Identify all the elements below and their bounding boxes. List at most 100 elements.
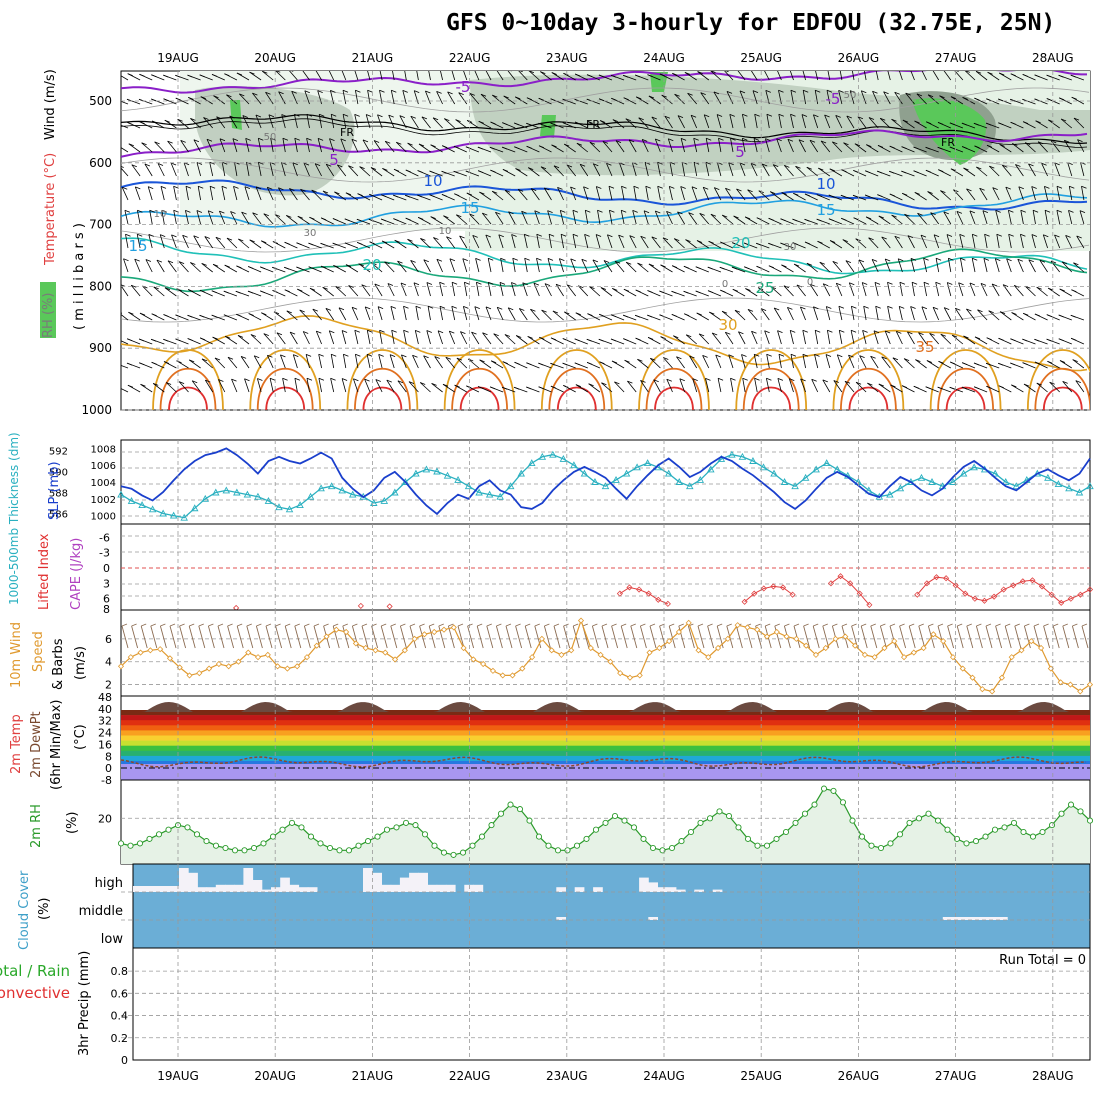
wind-barb [680,186,685,201]
cloud-high-bar [243,868,254,892]
wind-marker [910,649,917,656]
wind-barb [790,354,794,369]
li-tick: 0 [103,562,110,575]
wind-barb [843,142,855,153]
wind-barb [463,71,468,81]
wind-barb-flag [728,354,734,358]
wind-barb-flag [1031,234,1038,237]
wind-barb-flag [540,166,547,170]
temp-max-fill [121,702,1090,712]
wind-barb-flag [566,164,573,168]
wind-barb-flag [163,98,169,102]
contour-label: 10 [154,209,167,220]
wind-barb-flag [163,314,169,317]
wind-barb-flag [595,234,602,237]
rh-marker [393,824,400,831]
wind-barb [960,258,964,273]
wind-barb-flag [274,214,281,217]
wind-barb-flag [205,379,211,383]
wind-barb [517,189,528,201]
wind-marker [714,644,722,652]
temp-tick: 8 [105,750,112,763]
rh-marker [421,831,429,838]
wind-barb-flag [686,334,692,338]
wind-barb [325,308,335,321]
wind-barb-flag [597,209,603,213]
wind-barb-flag [950,361,956,365]
li-label: Lifted Index [37,533,52,610]
wind-barb [705,138,710,153]
wind10-panel: 642 10m Wind Speed & Barbs (m/s) [9,609,1094,697]
wind-barb [204,236,214,249]
wind-marker [646,649,653,656]
wind-barb-flag [221,185,228,189]
wind-marker [313,642,320,649]
wind-barb-flag [1075,380,1081,383]
wind-barb-flag [373,140,380,143]
wind-barb-flag [757,287,764,290]
wind-barb-flag [211,314,217,318]
surface-wind-barb-flag [928,623,934,627]
wind-barb-flag [600,120,606,123]
surface-wind-barb-flag [477,623,483,627]
rh-contour [121,227,1090,253]
li-marker [779,584,787,591]
wind-barb-flag [925,169,932,173]
wind-marker [558,651,565,658]
surface-wind-barb-flag [582,623,588,627]
wind-marker [499,672,506,679]
wind-barb-flag [986,337,992,341]
wind-barb-flag [999,144,1005,147]
wind-marker [401,647,408,654]
wind-barb [747,309,758,321]
wind-barb-flag [660,264,666,268]
rh-marker [763,842,771,849]
wind-barb [730,378,734,393]
wind-barb-flag [866,144,872,147]
wind-barb-flag [642,139,648,142]
wind-barb-flag [468,358,474,362]
wind-barb [904,213,915,225]
wind-barb-flag [165,382,172,385]
wind-barb-flag [269,377,276,381]
wind-barb-flag [848,354,854,358]
wind-barb-flag [731,266,738,270]
wind-barb [690,115,698,129]
wind-barb-flag [894,91,900,95]
wind-barb-flag [880,117,886,121]
wind-barb-flag [1015,164,1021,167]
surface-wind-barb [447,625,455,649]
wind-barb [1023,383,1036,393]
wind-barb [943,211,952,225]
cloud-high-bar [206,887,217,892]
surface-wind-barb-flag [909,623,915,627]
wind-barb-flag [502,122,508,125]
wind-barb-flag [910,258,917,261]
wind-barb [351,139,359,153]
wind-barb [648,263,661,273]
wind-barb-flag [343,353,349,357]
wind-barb-flag [198,185,204,189]
wind-barb [507,71,516,81]
thickness-marker [528,459,536,467]
temp2m-label: 2m Temp [9,714,24,774]
wind-barb [839,71,843,81]
surface-wind-barb [255,625,263,649]
date-label-top: 28AUG [1032,51,1074,65]
li-marker [1077,591,1084,598]
wind-barb [392,71,395,81]
wind-barb [468,213,480,225]
wind-barb-flag [163,338,169,342]
wind-barb [294,138,298,153]
wind-barb-flag [828,194,834,198]
wind-barb-flag [753,138,760,141]
wind-barb-flag [700,92,706,95]
wind-barb [905,92,915,105]
wind-barb-flag [463,306,469,309]
wind-barb-flag [973,122,980,126]
surface-wind-barb-flag [995,623,1001,627]
surface-wind-barb-flag [937,623,944,627]
wind-barb [361,284,371,297]
wind-barb-flag [375,379,381,382]
surface-wind-barb-flag [246,623,252,627]
